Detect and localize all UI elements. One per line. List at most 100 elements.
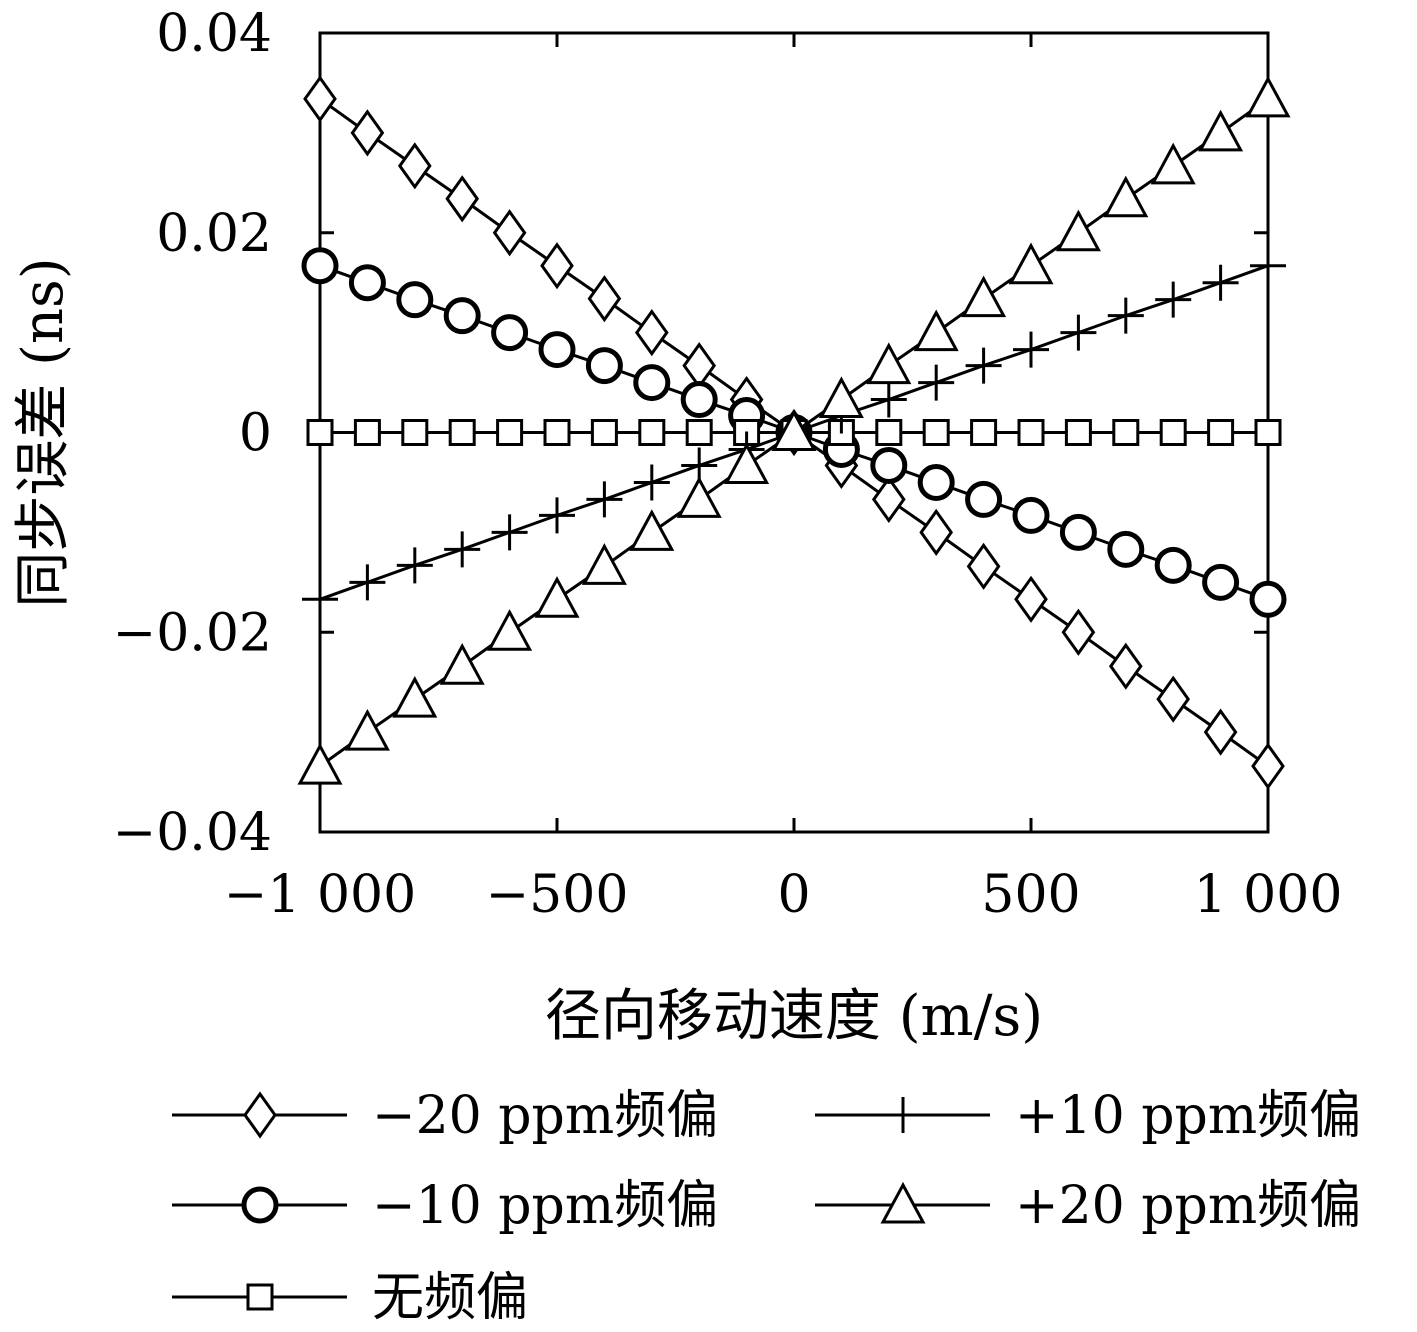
- data-point: [637, 312, 667, 354]
- data-point: [1256, 421, 1280, 445]
- legend-entry: −20 ppm频偏: [172, 1086, 718, 1146]
- legend-entry: −10 ppm频偏: [172, 1176, 718, 1236]
- data-point: [541, 334, 573, 366]
- legend-marker: [248, 1285, 272, 1309]
- data-point: [1250, 248, 1286, 284]
- data-point: [918, 365, 954, 401]
- data-point: [1016, 578, 1046, 620]
- data-point: [1114, 421, 1138, 445]
- data-point: [446, 300, 478, 332]
- data-point: [545, 421, 569, 445]
- data-point: [636, 367, 668, 399]
- data-point: [1019, 421, 1043, 445]
- data-point: [300, 746, 340, 783]
- data-point: [869, 346, 909, 383]
- data-point: [687, 421, 711, 445]
- data-point: [304, 250, 336, 282]
- data-point: [1066, 421, 1090, 445]
- data-point: [683, 384, 715, 416]
- data-point: [1013, 332, 1049, 368]
- data-point: [1252, 583, 1284, 615]
- data-point: [1111, 645, 1141, 687]
- data-point: [539, 497, 575, 533]
- legend-marker: [245, 1094, 275, 1136]
- data-point: [1205, 566, 1237, 598]
- data-point: [537, 579, 577, 616]
- data-point: [349, 564, 385, 600]
- legend-label: +10 ppm频偏: [1015, 1086, 1361, 1146]
- data-point: [495, 212, 525, 254]
- data-point: [347, 712, 387, 749]
- data-point: [444, 531, 480, 567]
- data-point: [542, 245, 572, 287]
- data-point: [447, 178, 477, 220]
- data-point: [302, 581, 338, 617]
- data-point: [1058, 213, 1098, 250]
- data-point: [1062, 516, 1094, 548]
- data-point: [399, 284, 431, 316]
- legend-label: −20 ppm频偏: [372, 1086, 718, 1146]
- data-point: [916, 313, 956, 350]
- data-point: [1206, 711, 1236, 753]
- data-point: [450, 421, 474, 445]
- x-tick-label: −1 000: [224, 865, 416, 925]
- legend-label: −10 ppm频偏: [372, 1176, 718, 1236]
- data-point: [1158, 678, 1188, 720]
- data-point: [1209, 421, 1233, 445]
- y-tick-label: −0.04: [113, 803, 272, 863]
- data-point: [355, 421, 379, 445]
- data-point: [400, 145, 430, 187]
- data-point: [821, 380, 861, 417]
- data-point: [640, 421, 664, 445]
- data-point: [873, 449, 905, 481]
- data-point: [1201, 113, 1241, 150]
- data-point: [1108, 298, 1144, 334]
- data-point: [871, 382, 907, 418]
- legend-marker: [885, 1097, 921, 1133]
- data-point: [1063, 611, 1093, 653]
- data-point: [634, 464, 670, 500]
- data-point: [964, 279, 1004, 316]
- data-point: [1157, 549, 1189, 581]
- legend-label: 无频偏: [372, 1268, 528, 1328]
- data-point: [494, 317, 526, 349]
- data-point: [395, 679, 435, 716]
- data-point: [586, 481, 622, 517]
- data-point: [972, 421, 996, 445]
- data-point: [920, 466, 952, 498]
- data-point: [584, 546, 624, 583]
- data-point: [403, 421, 427, 445]
- x-tick-label: 500: [981, 865, 1080, 925]
- data-point: [1253, 745, 1283, 787]
- x-tick-label: 0: [777, 865, 810, 925]
- data-point: [968, 483, 1000, 515]
- data-point: [351, 267, 383, 299]
- y-tick-label: −0.02: [113, 603, 272, 663]
- data-point: [397, 547, 433, 583]
- data-point: [921, 511, 951, 553]
- data-point: [727, 445, 767, 482]
- data-point: [1161, 421, 1185, 445]
- data-point: [1011, 246, 1051, 283]
- data-point: [592, 421, 616, 445]
- data-point: [308, 421, 332, 445]
- data-point: [442, 646, 482, 683]
- data-point: [1015, 499, 1047, 531]
- data-point: [632, 512, 672, 549]
- data-point: [352, 112, 382, 154]
- data-point: [492, 514, 528, 550]
- y-axis-label: 同步误差 (ns): [11, 257, 76, 607]
- data-point: [684, 345, 714, 387]
- data-point: [589, 278, 619, 320]
- data-point: [305, 78, 335, 120]
- data-point: [1106, 179, 1146, 216]
- legend-entry: +20 ppm频偏: [815, 1176, 1361, 1236]
- data-point: [1153, 146, 1193, 183]
- x-tick-label: −500: [486, 865, 629, 925]
- data-point: [498, 421, 522, 445]
- legend-entry: 无频偏: [172, 1268, 528, 1328]
- data-point: [966, 348, 1002, 384]
- data-point: [1110, 533, 1142, 565]
- x-tick-label: 1 000: [1194, 865, 1343, 925]
